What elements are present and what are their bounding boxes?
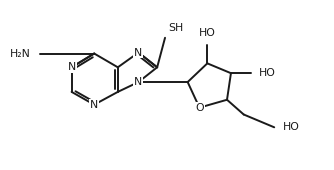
Text: HO: HO [283, 122, 300, 132]
Text: N: N [134, 48, 143, 57]
Text: N: N [67, 62, 76, 72]
Text: O: O [195, 103, 204, 113]
Text: N: N [134, 77, 143, 87]
Text: SH: SH [168, 23, 183, 33]
Text: N: N [90, 100, 98, 110]
Text: HO: HO [259, 68, 275, 78]
Text: H₂N: H₂N [9, 48, 30, 58]
Text: HO: HO [199, 28, 216, 38]
